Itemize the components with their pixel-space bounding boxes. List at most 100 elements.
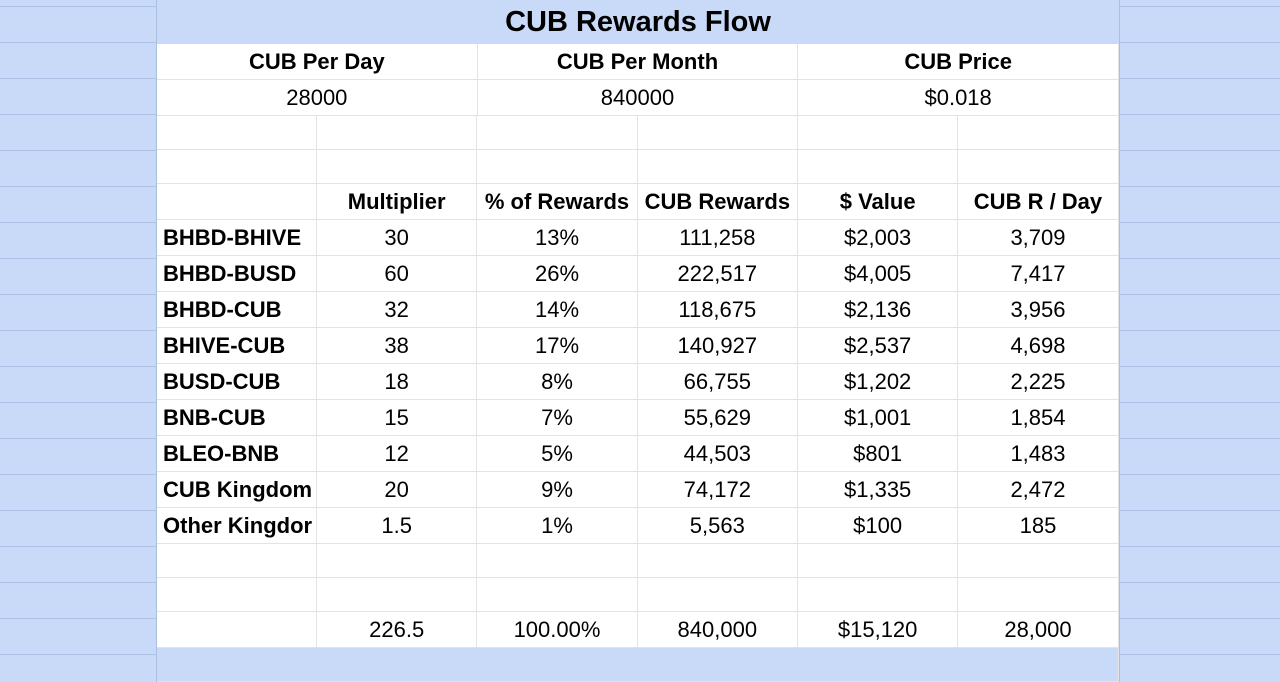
row-cub-per-day[interactable]: 3,709	[958, 220, 1119, 256]
row-cub-rewards[interactable]: 111,258	[637, 220, 798, 256]
empty-cell[interactable]	[477, 544, 638, 578]
empty-cell[interactable]	[958, 116, 1119, 150]
cub-per-day-header[interactable]: CUB Per Day	[157, 44, 478, 80]
row-label[interactable]: BLEO-BNB	[157, 436, 317, 472]
row-percent[interactable]: 17%	[477, 328, 638, 364]
row-percent[interactable]: 13%	[477, 220, 638, 256]
empty-cell[interactable]	[958, 150, 1119, 184]
total-cell[interactable]	[157, 612, 317, 648]
empty-cell[interactable]	[797, 544, 959, 578]
empty-cell[interactable]	[317, 150, 478, 184]
row-label[interactable]: BHBD-BHIVE	[157, 220, 317, 256]
empty-cell[interactable]	[157, 116, 317, 150]
total-cub-per-day[interactable]: 28,000	[958, 612, 1119, 648]
row-dollar-value[interactable]: $100	[797, 508, 959, 544]
table-row: BHBD-CUB 32 14% 118,675 $2,136 3,956	[157, 292, 1119, 328]
row-cub-rewards[interactable]: 140,927	[637, 328, 798, 364]
row-multiplier[interactable]: 12	[317, 436, 478, 472]
row-cub-per-day[interactable]: 2,472	[958, 472, 1119, 508]
row-label[interactable]: BNB-CUB	[157, 400, 317, 436]
total-multiplier[interactable]: 226.5	[317, 612, 478, 648]
empty-cell[interactable]	[157, 150, 317, 184]
empty-cell[interactable]	[477, 150, 638, 184]
row-label[interactable]: BHBD-CUB	[157, 292, 317, 328]
row-dollar-value[interactable]: $1,001	[797, 400, 959, 436]
row-multiplier[interactable]: 32	[317, 292, 478, 328]
cub-per-month-header[interactable]: CUB Per Month	[477, 44, 799, 80]
empty-cell[interactable]	[637, 116, 798, 150]
row-dollar-value[interactable]: $1,202	[797, 364, 959, 400]
empty-cell[interactable]	[958, 544, 1119, 578]
empty-cell[interactable]	[637, 578, 798, 612]
column-header[interactable]	[157, 184, 317, 220]
row-label[interactable]: CUB Kingdom	[157, 472, 317, 508]
empty-cell[interactable]	[637, 544, 798, 578]
empty-cell[interactable]	[797, 116, 959, 150]
empty-cell[interactable]	[637, 150, 798, 184]
row-multiplier[interactable]: 15	[317, 400, 478, 436]
row-dollar-value[interactable]: $2,003	[797, 220, 959, 256]
row-label[interactable]: BHBD-BUSD	[157, 256, 317, 292]
row-label[interactable]: Other Kingdor	[157, 508, 317, 544]
row-multiplier[interactable]: 60	[317, 256, 478, 292]
row-cub-rewards[interactable]: 74,172	[637, 472, 798, 508]
column-header-cub-per-day[interactable]: CUB R / Day	[958, 184, 1119, 220]
empty-cell[interactable]	[317, 116, 478, 150]
empty-cell[interactable]	[317, 578, 478, 612]
row-dollar-value[interactable]: $4,005	[797, 256, 959, 292]
cub-per-day-value[interactable]: 28000	[157, 80, 478, 116]
empty-cell[interactable]	[958, 578, 1119, 612]
column-header-dollar-value[interactable]: $ Value	[797, 184, 959, 220]
column-header-cub-rewards[interactable]: CUB Rewards	[637, 184, 798, 220]
row-cub-per-day[interactable]: 7,417	[958, 256, 1119, 292]
row-multiplier[interactable]: 38	[317, 328, 478, 364]
row-percent[interactable]: 7%	[477, 400, 638, 436]
empty-cell[interactable]	[477, 578, 638, 612]
row-percent[interactable]: 1%	[477, 508, 638, 544]
row-cub-rewards[interactable]: 44,503	[637, 436, 798, 472]
table-header-row: Multiplier % of Rewards CUB Rewards $ Va…	[157, 184, 1119, 220]
empty-cell[interactable]	[477, 116, 638, 150]
row-percent[interactable]: 26%	[477, 256, 638, 292]
row-multiplier[interactable]: 20	[317, 472, 478, 508]
row-cub-rewards[interactable]: 222,517	[637, 256, 798, 292]
cub-price-header[interactable]: CUB Price	[798, 44, 1119, 80]
row-cub-per-day[interactable]: 1,854	[958, 400, 1119, 436]
cub-price-value[interactable]: $0.018	[798, 80, 1119, 116]
row-cub-rewards[interactable]: 66,755	[637, 364, 798, 400]
row-label[interactable]: BUSD-CUB	[157, 364, 317, 400]
row-dollar-value[interactable]: $801	[797, 436, 959, 472]
empty-cell[interactable]	[157, 544, 317, 578]
row-multiplier[interactable]: 18	[317, 364, 478, 400]
row-cub-per-day[interactable]: 2,225	[958, 364, 1119, 400]
total-cub-rewards[interactable]: 840,000	[637, 612, 798, 648]
cub-per-month-value[interactable]: 840000	[477, 80, 799, 116]
row-cub-rewards[interactable]: 55,629	[637, 400, 798, 436]
row-dollar-value[interactable]: $2,136	[797, 292, 959, 328]
row-cub-per-day[interactable]: 185	[958, 508, 1119, 544]
total-percent[interactable]: 100.00%	[477, 612, 638, 648]
row-cub-rewards[interactable]: 118,675	[637, 292, 798, 328]
empty-cell[interactable]	[797, 150, 959, 184]
row-percent[interactable]: 5%	[477, 436, 638, 472]
row-multiplier[interactable]: 1.5	[317, 508, 478, 544]
row-percent[interactable]: 8%	[477, 364, 638, 400]
total-dollar-value[interactable]: $15,120	[797, 612, 959, 648]
sheet-title[interactable]: CUB Rewards Flow	[157, 0, 1119, 44]
row-cub-per-day[interactable]: 3,956	[958, 292, 1119, 328]
empty-cell[interactable]	[157, 578, 317, 612]
row-multiplier[interactable]: 30	[317, 220, 478, 256]
column-header-multiplier[interactable]: Multiplier	[317, 184, 478, 220]
row-dollar-value[interactable]: $1,335	[797, 472, 959, 508]
column-header-percent-rewards[interactable]: % of Rewards	[477, 184, 638, 220]
row-cub-per-day[interactable]: 4,698	[958, 328, 1119, 364]
row-dollar-value[interactable]: $2,537	[797, 328, 959, 364]
row-percent[interactable]: 14%	[477, 292, 638, 328]
row-label[interactable]: BHIVE-CUB	[157, 328, 317, 364]
row-cub-per-day[interactable]: 1,483	[958, 436, 1119, 472]
empty-cell[interactable]	[797, 578, 959, 612]
empty-cell[interactable]	[157, 648, 1119, 682]
row-cub-rewards[interactable]: 5,563	[637, 508, 798, 544]
row-percent[interactable]: 9%	[477, 472, 638, 508]
empty-cell[interactable]	[317, 544, 478, 578]
